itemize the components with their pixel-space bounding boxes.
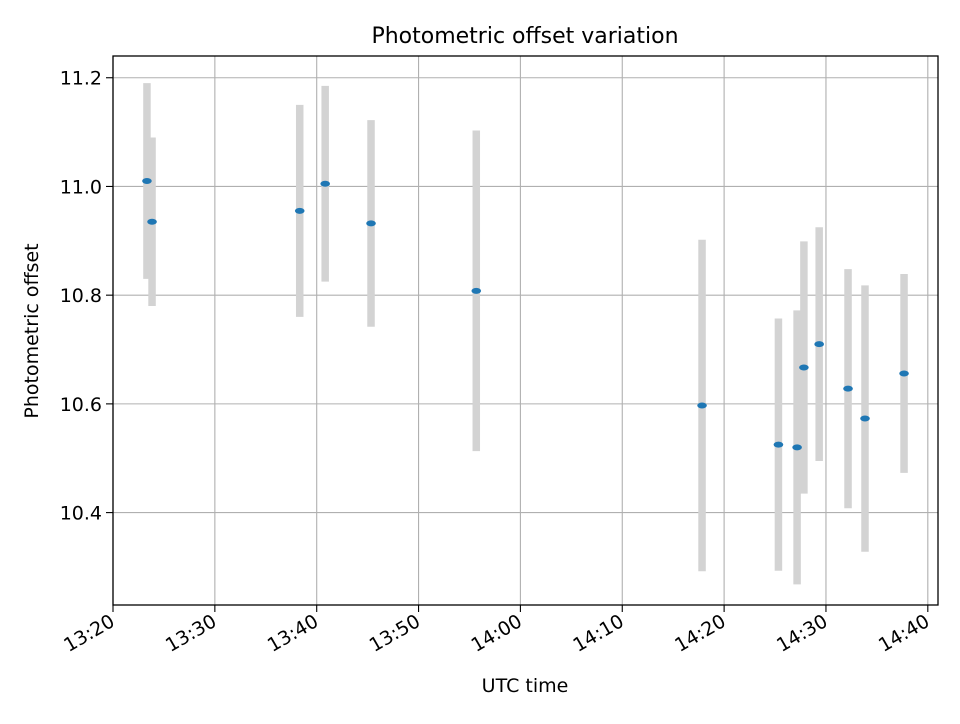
data-point (366, 220, 376, 227)
plot-frame (112, 55, 939, 606)
chart-title: Photometric offset variation (371, 24, 678, 49)
y-tick-label: 10.6 (60, 394, 102, 416)
y-axis-label: Photometric offset (21, 243, 43, 418)
data-point (471, 287, 482, 294)
data-point (899, 370, 909, 377)
data-point (843, 385, 853, 392)
y-tick-label: 10.4 (60, 503, 102, 525)
data-point (147, 218, 157, 225)
data-point (320, 180, 330, 187)
data-point (860, 415, 870, 422)
x-axis-label: UTC time (482, 675, 569, 697)
y-tick-label: 11.0 (60, 176, 102, 198)
data-point (697, 402, 707, 409)
y-tick-label: 11.2 (60, 68, 102, 90)
data-point (294, 207, 305, 214)
point-layer (142, 178, 909, 451)
data-point (792, 444, 802, 451)
data-point (773, 441, 784, 448)
y-tick-label: 10.8 (60, 285, 102, 307)
data-point (814, 341, 824, 348)
data-point (799, 364, 809, 371)
data-point (142, 178, 152, 185)
